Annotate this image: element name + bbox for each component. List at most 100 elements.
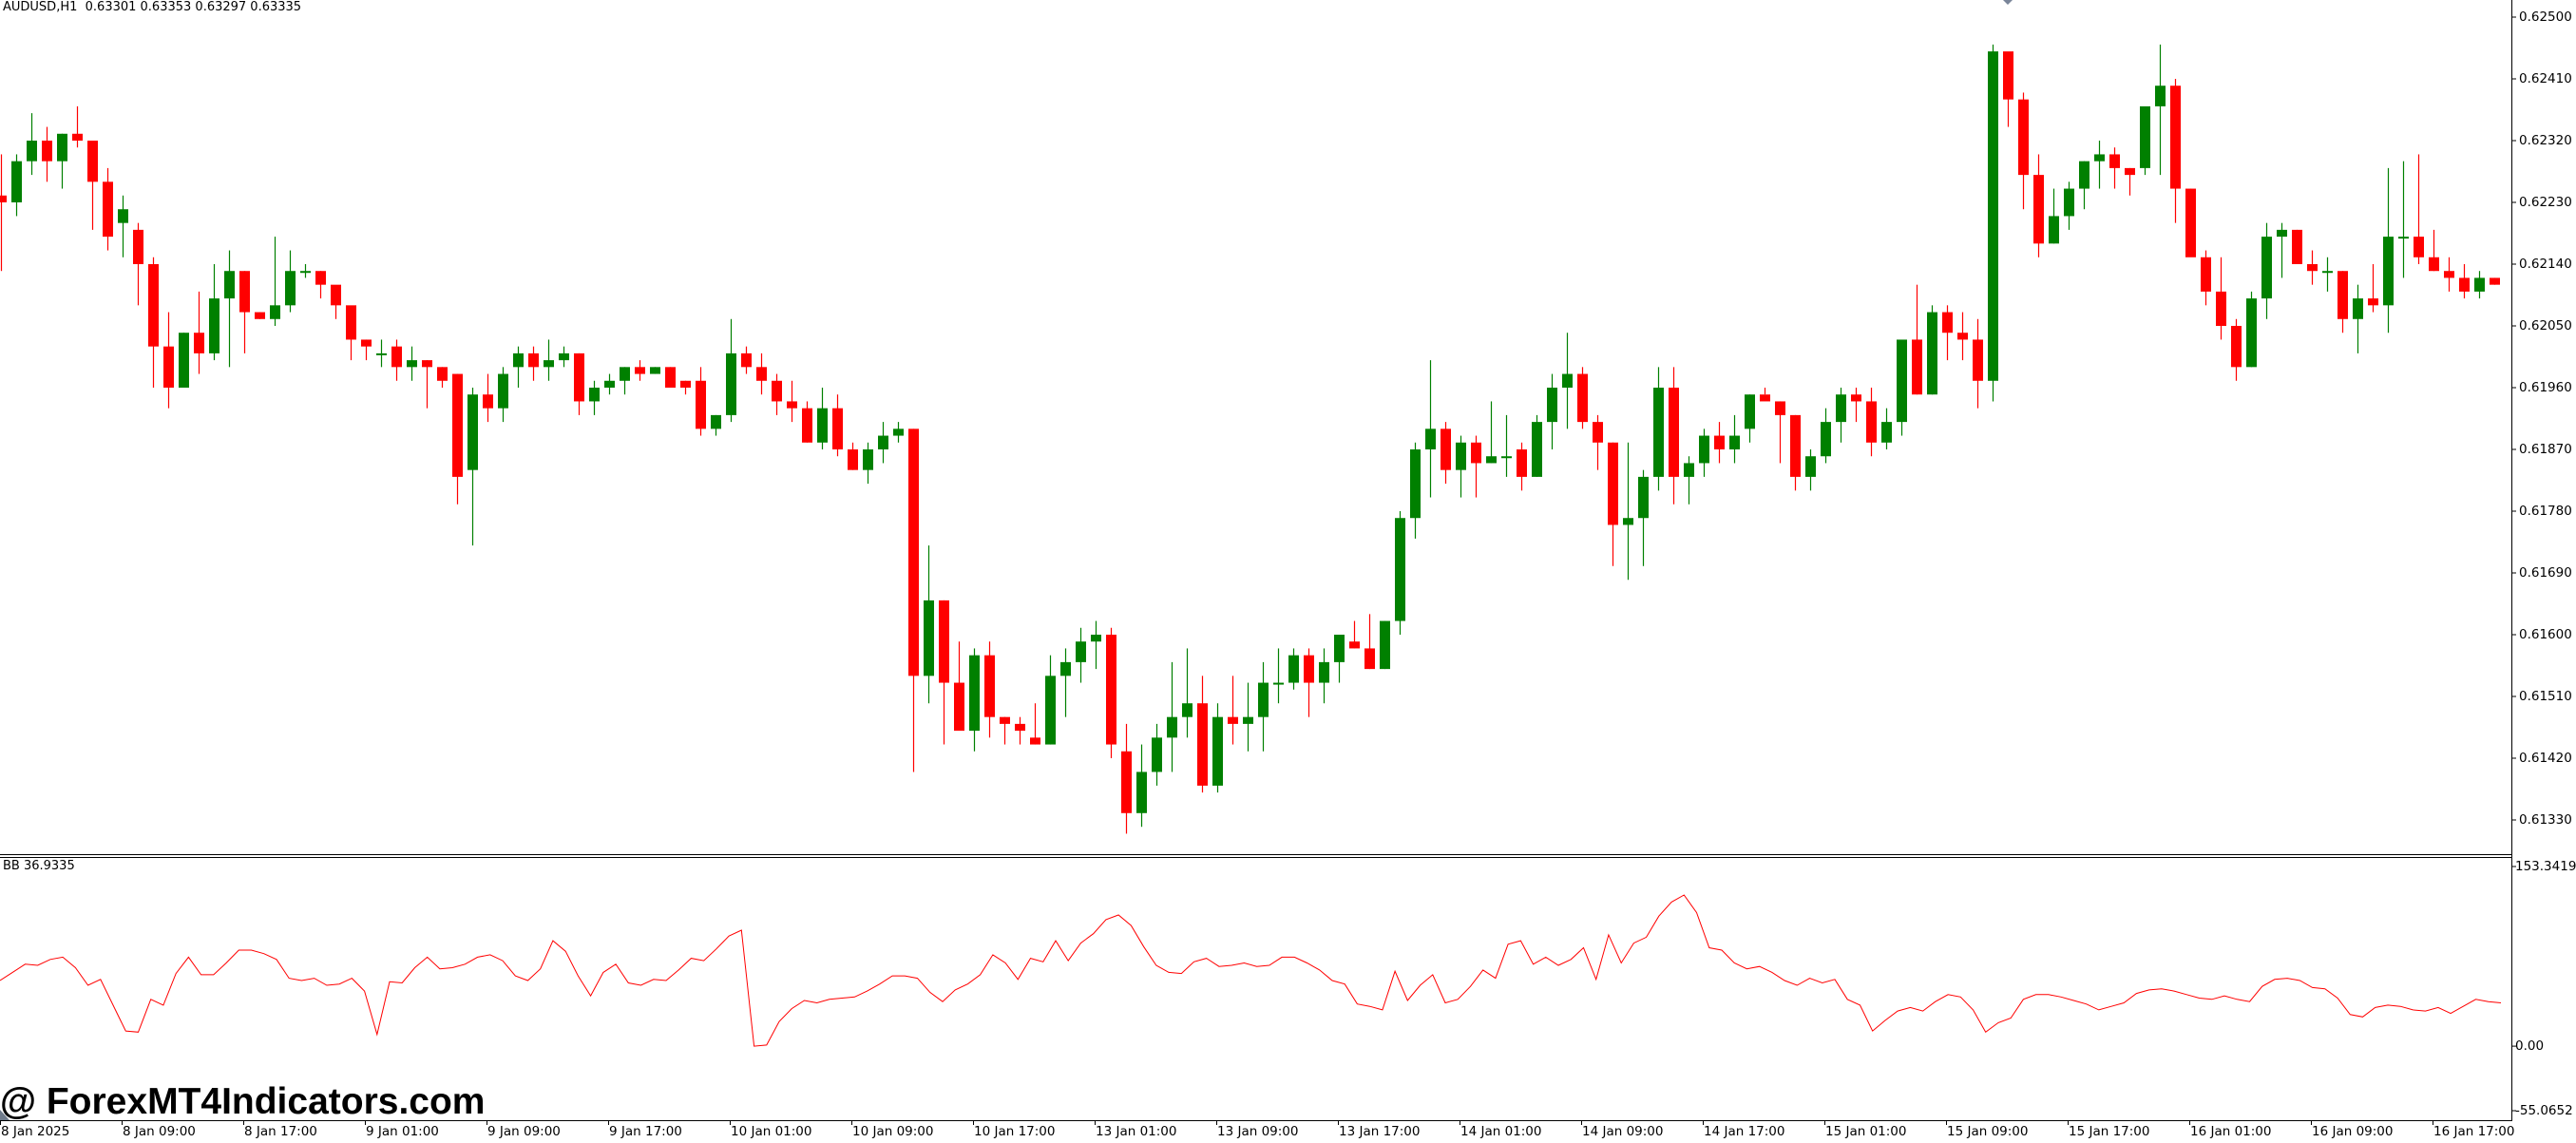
candle xyxy=(87,141,98,230)
price-axis-label: 0.61780 xyxy=(2519,504,2572,519)
time-axis-label: 10 Jan 17:00 xyxy=(974,1124,1056,1139)
time-axis-label: 15 Jan 01:00 xyxy=(1825,1124,1907,1139)
candle xyxy=(893,422,904,443)
candle xyxy=(391,339,402,381)
candle xyxy=(2490,277,2500,285)
corner-triangle-icon xyxy=(0,1110,10,1120)
candle xyxy=(1334,635,1345,683)
candle xyxy=(772,373,782,415)
candle xyxy=(11,154,22,217)
candle xyxy=(984,641,995,738)
candle xyxy=(726,318,736,423)
price-axis-label: 0.62410 xyxy=(2519,71,2572,86)
candle xyxy=(802,401,812,443)
candle xyxy=(2109,147,2120,189)
candle xyxy=(1608,442,1618,566)
time-axis-label: 9 Jan 01:00 xyxy=(366,1124,439,1139)
candle xyxy=(2383,167,2394,333)
candle xyxy=(817,388,828,449)
price-axis-ticks xyxy=(2511,16,2516,1112)
candle xyxy=(1456,435,1466,498)
candle xyxy=(1821,408,1831,464)
candle xyxy=(1045,655,1056,745)
candle xyxy=(680,380,691,395)
candle xyxy=(604,373,615,395)
candle xyxy=(1243,682,1253,752)
candle xyxy=(1942,305,1953,361)
candle xyxy=(1304,648,1314,717)
candle xyxy=(665,367,676,388)
candle xyxy=(924,545,934,704)
candle xyxy=(635,360,645,381)
candle xyxy=(2474,271,2485,299)
price-axis-label: 0.62230 xyxy=(2519,195,2572,210)
candle xyxy=(1486,401,1497,464)
candle xyxy=(2277,222,2287,278)
candle xyxy=(1106,627,1116,758)
candle xyxy=(376,339,387,368)
candle xyxy=(2003,51,2013,127)
indicator-axis-label: 153.3419 xyxy=(2515,859,2576,874)
candle xyxy=(27,113,37,176)
candle xyxy=(1197,676,1208,793)
candle xyxy=(1425,360,1436,498)
candle xyxy=(1836,388,1846,443)
candle xyxy=(2185,188,2196,257)
candle xyxy=(239,271,250,353)
price-axis-label: 0.62500 xyxy=(2519,10,2572,25)
time-axis-label: 14 Jan 01:00 xyxy=(1460,1124,1542,1139)
price-axis-label: 0.61870 xyxy=(2519,442,2572,457)
candle xyxy=(2246,291,2257,368)
price-axis-label: 0.61690 xyxy=(2519,565,2572,581)
price-axis-label: 0.62140 xyxy=(2519,257,2572,272)
candle xyxy=(1927,305,1937,395)
time-axis-label: 14 Jan 09:00 xyxy=(1582,1124,1664,1139)
candle xyxy=(1866,388,1877,457)
candle xyxy=(118,195,128,257)
candle xyxy=(1152,723,1162,786)
time-axis-label: 9 Jan 17:00 xyxy=(609,1124,682,1139)
candle xyxy=(574,352,584,415)
candle xyxy=(467,388,478,546)
candle xyxy=(544,339,554,381)
candle xyxy=(1912,284,1922,395)
time-axis-label: 14 Jan 17:00 xyxy=(1704,1124,1785,1139)
candle xyxy=(1167,661,1177,772)
period-separator-marker-icon xyxy=(2003,0,2013,5)
candle xyxy=(57,133,67,189)
candle xyxy=(1760,388,1770,402)
candle xyxy=(2307,250,2318,285)
candle xyxy=(0,154,7,272)
candle xyxy=(756,352,767,395)
candle xyxy=(1547,373,1557,449)
price-axis-label: 0.61330 xyxy=(2519,812,2572,828)
indicator-axis-label: -55.0652 xyxy=(2515,1103,2573,1118)
time-axis-label: 16 Jan 17:00 xyxy=(2433,1124,2515,1139)
candle xyxy=(863,442,873,485)
candle xyxy=(1121,723,1132,834)
price-axis-label: 0.62320 xyxy=(2519,133,2572,148)
time-axis-label: 10 Jan 09:00 xyxy=(852,1124,934,1139)
candle xyxy=(696,367,706,436)
candle xyxy=(2261,222,2272,319)
candle xyxy=(1228,676,1238,745)
candle xyxy=(1881,408,1892,449)
candle xyxy=(2201,250,2211,306)
candle xyxy=(2049,188,2059,244)
candle xyxy=(1684,456,1694,505)
time-axis-label: 15 Jan 17:00 xyxy=(2069,1124,2150,1139)
candle xyxy=(2459,264,2470,299)
candle xyxy=(194,291,204,374)
time-axis-ticks xyxy=(0,1120,2433,1125)
candle xyxy=(1775,401,1785,464)
time-axis-label: 15 Jan 09:00 xyxy=(1947,1124,2029,1139)
candle xyxy=(1851,388,1861,423)
candle xyxy=(969,648,980,752)
candle xyxy=(179,333,189,388)
candle xyxy=(1988,44,1998,402)
candle xyxy=(559,346,569,368)
candle xyxy=(422,360,432,409)
candle xyxy=(103,167,113,251)
candle xyxy=(1790,414,1801,491)
